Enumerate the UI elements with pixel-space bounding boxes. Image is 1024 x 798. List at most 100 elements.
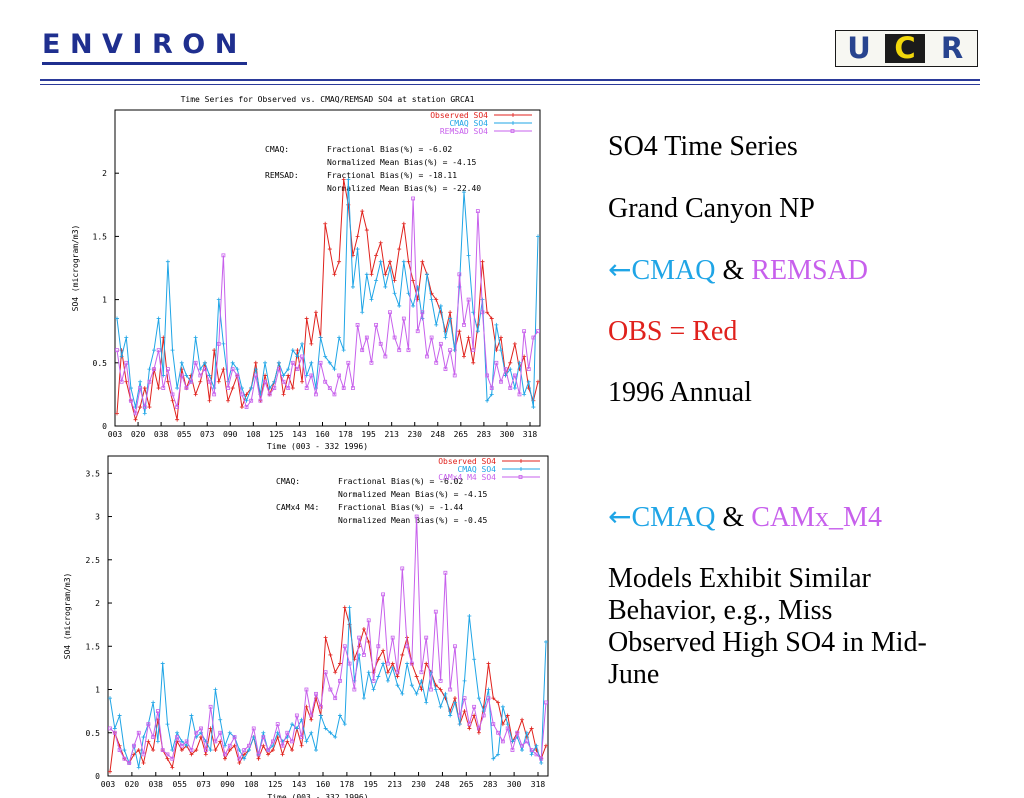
data-point xyxy=(251,726,256,731)
data-point xyxy=(361,626,366,631)
data-point xyxy=(491,756,496,761)
data-point xyxy=(536,329,540,334)
data-point xyxy=(374,253,379,258)
data-point xyxy=(466,297,471,302)
data-point xyxy=(141,752,146,757)
data-point xyxy=(133,411,138,416)
data-point xyxy=(232,735,237,739)
side-text-cmaq: CMAQ xyxy=(631,255,716,286)
data-point xyxy=(300,354,304,359)
x-tick-label: 300 xyxy=(500,430,515,439)
data-point xyxy=(476,696,481,701)
legend-label: REMSAD SO4 xyxy=(440,127,488,136)
data-point xyxy=(510,739,515,744)
data-point xyxy=(281,379,286,384)
data-point xyxy=(452,700,457,705)
series-line-1 xyxy=(109,607,547,772)
x-tick-label: 073 xyxy=(196,780,211,789)
data-point xyxy=(385,678,390,683)
y-tick-label: 0 xyxy=(102,422,107,431)
data-point xyxy=(342,605,347,610)
y-tick-label: 1.5 xyxy=(93,232,108,241)
data-point xyxy=(327,247,332,252)
data-point xyxy=(147,405,152,410)
data-point xyxy=(261,730,266,735)
data-point xyxy=(517,360,522,365)
data-point xyxy=(544,700,548,705)
data-point xyxy=(299,735,304,739)
x-tick-label: 038 xyxy=(154,430,169,439)
data-point xyxy=(146,739,151,744)
data-point xyxy=(300,379,305,384)
data-point xyxy=(232,743,237,748)
data-point xyxy=(327,360,332,365)
data-point xyxy=(146,722,151,727)
data-point xyxy=(395,670,400,675)
data-point xyxy=(309,373,314,378)
ucr-logo-u: U xyxy=(839,34,879,63)
data-point xyxy=(131,752,136,757)
data-point xyxy=(244,392,249,397)
data-point xyxy=(438,687,443,692)
data-point xyxy=(276,360,281,365)
data-point xyxy=(512,386,517,391)
y-tick-label: 2 xyxy=(102,169,107,178)
annotation-text: Normalized Mean Bias(%) = -4.15 xyxy=(338,490,487,499)
y-tick-label: 2.5 xyxy=(86,556,101,565)
data-point xyxy=(448,348,452,353)
data-point xyxy=(337,661,342,666)
chart-1 xyxy=(114,109,541,427)
data-point xyxy=(346,360,351,365)
data-point xyxy=(141,761,146,766)
annotation-text: Normalized Mean Bias(%) = -0.45 xyxy=(338,516,487,525)
data-point xyxy=(194,748,199,753)
data-point xyxy=(249,386,254,391)
x-tick-label: 038 xyxy=(149,780,164,789)
data-point xyxy=(247,743,251,748)
data-point xyxy=(156,386,161,391)
data-point xyxy=(184,743,189,748)
data-point xyxy=(467,726,472,731)
annotation-text: Fractional Bias(%) = -6.02 xyxy=(327,145,452,154)
data-point xyxy=(108,696,112,701)
data-point xyxy=(156,316,161,321)
data-point xyxy=(189,748,194,752)
side-text-cmaq-2: CMAQ xyxy=(631,502,716,533)
data-point xyxy=(290,360,295,365)
data-point xyxy=(475,329,480,334)
data-point xyxy=(290,748,295,753)
data-point xyxy=(309,341,314,346)
data-point xyxy=(338,678,342,683)
x-tick-label: 090 xyxy=(220,780,235,789)
side-text-so4: SO4 Time Series xyxy=(608,131,798,162)
legend-label: CAMx4 M4 SO4 xyxy=(438,473,496,482)
data-point xyxy=(198,379,203,384)
data-point xyxy=(457,722,462,727)
data-point xyxy=(467,722,472,727)
data-point xyxy=(481,713,486,718)
data-point xyxy=(401,221,406,226)
data-point xyxy=(239,405,244,410)
data-point xyxy=(184,373,189,378)
x-tick-label: 108 xyxy=(246,430,261,439)
data-point xyxy=(160,748,165,752)
data-point xyxy=(152,367,156,372)
data-point xyxy=(520,748,525,753)
data-point xyxy=(115,348,119,353)
data-point xyxy=(529,748,534,752)
side-paragraph: Models Exhibit Similar Behavior, e.g., M… xyxy=(608,563,927,691)
data-point xyxy=(207,379,212,384)
data-point xyxy=(332,367,337,372)
data-point xyxy=(342,644,347,649)
data-point xyxy=(203,752,208,757)
data-point xyxy=(212,392,217,397)
y-tick-label: 0.5 xyxy=(86,729,101,738)
x-tick-label: 283 xyxy=(477,430,492,439)
data-point xyxy=(496,730,500,735)
data-point xyxy=(175,405,180,409)
x-tick-label: 160 xyxy=(315,430,330,439)
x-axis-label: Time (003 - 332 1996) xyxy=(267,793,368,798)
data-point xyxy=(376,674,381,679)
data-point xyxy=(235,367,240,372)
data-point xyxy=(299,743,304,748)
